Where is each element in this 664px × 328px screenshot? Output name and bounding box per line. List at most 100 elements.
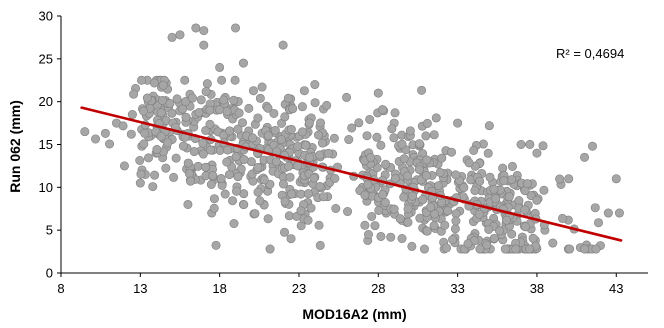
data-point xyxy=(205,145,215,155)
data-point xyxy=(180,75,190,85)
data-point xyxy=(244,103,254,113)
data-point xyxy=(422,118,432,128)
data-point xyxy=(169,172,179,182)
data-point xyxy=(498,163,508,173)
data-point xyxy=(558,213,568,223)
data-point xyxy=(520,205,530,215)
data-point xyxy=(491,193,501,203)
data-point xyxy=(119,161,129,171)
data-point xyxy=(429,221,439,231)
y-tick-label: 20 xyxy=(39,94,53,109)
data-point xyxy=(202,79,212,89)
data-point xyxy=(233,124,243,134)
data-point xyxy=(524,244,534,254)
data-point xyxy=(253,162,263,172)
data-point xyxy=(284,211,294,221)
data-point xyxy=(555,174,565,184)
data-point xyxy=(91,134,101,144)
x-tick-label: 8 xyxy=(57,281,64,296)
data-point xyxy=(580,152,590,162)
data-point xyxy=(139,139,149,149)
data-point xyxy=(484,121,494,131)
data-point xyxy=(167,32,177,42)
data-point xyxy=(135,178,145,188)
data-point xyxy=(148,182,158,192)
data-point xyxy=(206,180,216,190)
data-point xyxy=(219,95,229,105)
data-point xyxy=(403,204,413,214)
data-point xyxy=(216,174,226,184)
data-point xyxy=(426,202,436,212)
data-point xyxy=(310,98,320,108)
data-point xyxy=(389,204,399,214)
data-point xyxy=(205,105,215,115)
data-point xyxy=(198,149,208,159)
data-point xyxy=(80,127,90,137)
data-point xyxy=(105,139,115,149)
data-point xyxy=(316,118,326,128)
data-point xyxy=(343,207,353,217)
data-point xyxy=(376,231,386,241)
data-point xyxy=(303,189,313,199)
data-point xyxy=(149,78,159,88)
data-point xyxy=(209,194,219,204)
x-tick-label: 43 xyxy=(609,281,623,296)
data-point xyxy=(459,183,469,193)
data-point xyxy=(187,93,197,103)
data-point xyxy=(365,114,375,124)
data-point xyxy=(224,170,234,180)
data-point xyxy=(347,123,357,133)
data-point xyxy=(475,244,485,254)
data-point xyxy=(127,110,137,120)
data-point xyxy=(322,100,332,110)
data-point xyxy=(263,103,273,113)
data-point xyxy=(363,180,373,190)
data-point xyxy=(395,214,405,224)
data-point xyxy=(453,118,463,128)
r-squared-annotation: R² = 0,4694 xyxy=(556,46,624,61)
data-point xyxy=(367,211,377,221)
data-point xyxy=(118,121,128,131)
data-point xyxy=(293,161,303,171)
data-point xyxy=(143,153,153,163)
data-point xyxy=(280,227,290,237)
data-point xyxy=(201,87,211,97)
data-point xyxy=(178,141,188,151)
data-point xyxy=(407,241,417,251)
data-point xyxy=(184,169,194,179)
data-point xyxy=(422,226,432,236)
data-point xyxy=(140,128,150,138)
data-point xyxy=(305,152,315,162)
data-point xyxy=(250,209,260,219)
y-tick-label: 30 xyxy=(39,9,53,24)
data-point xyxy=(263,214,273,224)
data-point xyxy=(463,239,473,249)
data-point xyxy=(138,106,148,116)
data-point xyxy=(276,135,286,145)
data-point xyxy=(263,131,273,141)
data-point xyxy=(603,208,613,218)
data-point xyxy=(330,173,340,183)
y-tick-label: 15 xyxy=(39,137,53,152)
data-point xyxy=(171,153,181,163)
data-point xyxy=(278,40,288,50)
x-tick-label: 18 xyxy=(212,281,226,296)
data-point xyxy=(293,141,303,151)
data-point xyxy=(163,138,173,148)
data-point xyxy=(286,124,296,134)
data-point xyxy=(315,240,325,250)
data-point xyxy=(373,88,383,98)
data-point xyxy=(414,139,424,149)
data-point xyxy=(165,99,175,109)
data-point xyxy=(370,221,380,231)
data-point xyxy=(129,89,139,99)
data-point xyxy=(429,130,439,140)
data-point xyxy=(278,179,288,189)
data-point xyxy=(469,145,479,155)
data-point xyxy=(532,195,542,205)
data-point xyxy=(284,161,294,171)
data-point xyxy=(205,119,215,129)
data-point xyxy=(363,229,373,239)
data-point xyxy=(301,140,311,150)
data-point xyxy=(564,174,574,184)
